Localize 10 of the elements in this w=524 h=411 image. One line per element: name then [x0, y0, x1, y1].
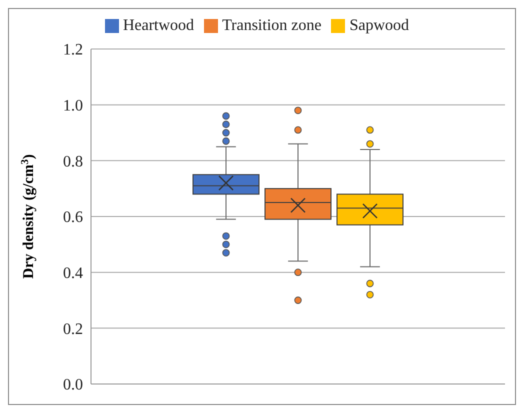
y-tick-label: 0.0	[63, 376, 83, 394]
legend-label: Heartwood	[122, 17, 194, 34]
legend-label: Sapwood	[349, 17, 410, 34]
y-tick-label: 0.6	[63, 209, 83, 226]
y-tick-label: 1.0	[63, 98, 83, 115]
y-tick-label: 0.2	[63, 320, 83, 338]
y-tick-label: 0.4	[63, 265, 83, 282]
legend-label: Transition zone	[222, 17, 322, 34]
y-tick-label: 0.8	[63, 153, 83, 170]
y-tick-label: 1.2	[63, 42, 83, 59]
